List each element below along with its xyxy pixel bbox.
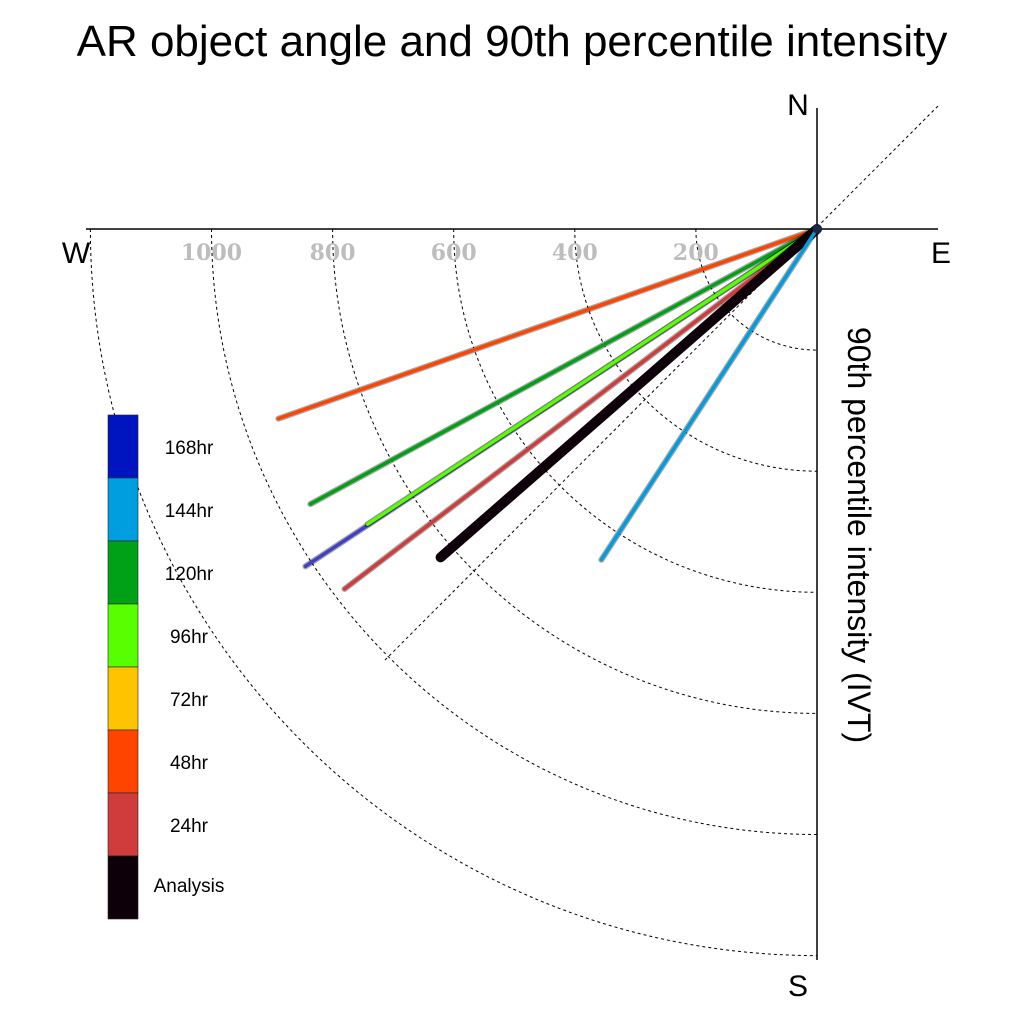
legend-label: Analysis xyxy=(154,876,225,897)
legend-label: 120hr xyxy=(165,564,214,585)
legend-swatch xyxy=(107,414,139,479)
vector-line xyxy=(435,224,822,563)
legend-swatch xyxy=(107,855,139,920)
range-ring xyxy=(211,228,818,835)
legend-swatch xyxy=(107,603,139,668)
vector-120hr xyxy=(307,226,820,508)
legend-label: 96hr xyxy=(170,627,209,648)
radial-tick-label: 200 xyxy=(673,240,719,266)
legend-swatch xyxy=(107,540,139,605)
radial-tick-label: 600 xyxy=(431,240,477,266)
vector-144hr xyxy=(598,226,820,563)
vector-96hr xyxy=(364,226,820,528)
legend-label: 24hr xyxy=(170,816,209,837)
range-ring xyxy=(332,228,818,714)
origin-point xyxy=(812,224,822,234)
west-label: W xyxy=(62,237,91,270)
legend-swatch xyxy=(107,792,139,857)
radial-tick-label: 1000 xyxy=(181,240,242,266)
axis-label: 90th percentile intensity (IVT) xyxy=(841,327,877,743)
vector-line xyxy=(308,227,819,506)
radial-tick-label: 400 xyxy=(552,240,598,266)
vector-24hr xyxy=(341,226,820,592)
vector-line xyxy=(276,227,819,421)
north-label: N xyxy=(787,89,809,122)
south-label: S xyxy=(788,970,808,1003)
legend-label: 48hr xyxy=(170,753,209,774)
diagonal-reference-line xyxy=(384,105,939,661)
legend-swatch xyxy=(107,729,139,794)
legend-swatch xyxy=(107,477,139,542)
vector-48hr xyxy=(275,226,820,422)
range-ring xyxy=(453,228,818,593)
east-label: E xyxy=(931,237,951,270)
vector-series xyxy=(275,224,822,592)
legend-swatch xyxy=(107,666,139,731)
vector-line xyxy=(599,227,819,562)
vector-line xyxy=(365,227,819,526)
radial-tick-label: 800 xyxy=(310,240,356,266)
range-ring xyxy=(89,228,818,957)
legend-label: 144hr xyxy=(165,501,214,522)
color-legend: 168hr 144hr 120hr 96hr 72hr 48hr 24hr Analysis xyxy=(107,414,225,920)
legend-label: 72hr xyxy=(170,690,209,711)
vector-analysis xyxy=(435,224,822,563)
radial-tick-labels: 1000 800 600 400 200 xyxy=(181,240,719,266)
chart-title: AR object angle and 90th percentile inte… xyxy=(77,17,948,66)
range-ring xyxy=(695,228,818,351)
range-rings xyxy=(89,228,818,957)
legend-label: 168hr xyxy=(165,438,214,459)
range-ring xyxy=(574,228,818,472)
vector-line xyxy=(342,227,819,591)
